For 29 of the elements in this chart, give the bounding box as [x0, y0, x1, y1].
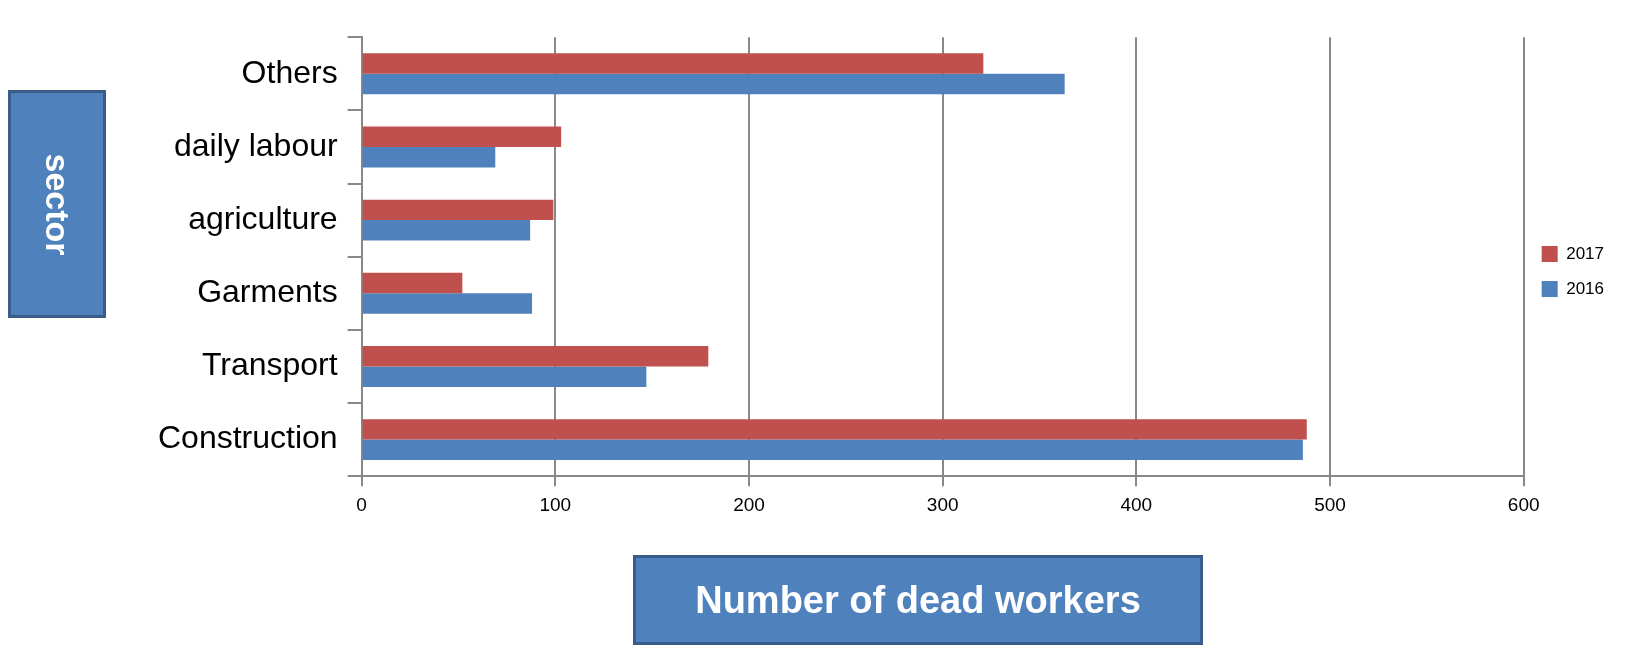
y-tick-label: Others	[241, 53, 338, 90]
bar	[362, 419, 1307, 440]
bar	[362, 439, 1303, 461]
y-tick-label: Garments	[197, 273, 338, 310]
y-tick-label: Construction	[158, 419, 338, 456]
bar	[362, 345, 709, 367]
bar	[362, 53, 984, 74]
legend-label: 2017	[1566, 243, 1605, 263]
x-tick-label: 200	[733, 493, 765, 515]
x-tick-label: 600	[1507, 493, 1540, 515]
y-tick-label: Transport	[201, 346, 338, 383]
y-tick-label: daily labour	[173, 126, 338, 163]
x-tick-label: 300	[926, 493, 959, 515]
legend-label: 2016	[1566, 278, 1605, 298]
bar	[362, 293, 533, 314]
x-tick-label: 0	[356, 493, 367, 515]
y-axis-title: sector	[37, 152, 77, 256]
x-tick-label: 400	[1120, 493, 1153, 515]
x-tick-label: 100	[539, 493, 572, 515]
bar	[362, 272, 463, 294]
bar	[362, 126, 562, 147]
x-axis-title: Number of dead workers	[633, 555, 1203, 645]
y-tick-label: agriculture	[188, 199, 338, 236]
bar	[362, 146, 496, 168]
x-tick-label: 500	[1314, 493, 1346, 515]
bar	[362, 366, 647, 387]
bar	[362, 199, 554, 221]
bar	[362, 73, 1065, 95]
bar	[362, 220, 531, 241]
